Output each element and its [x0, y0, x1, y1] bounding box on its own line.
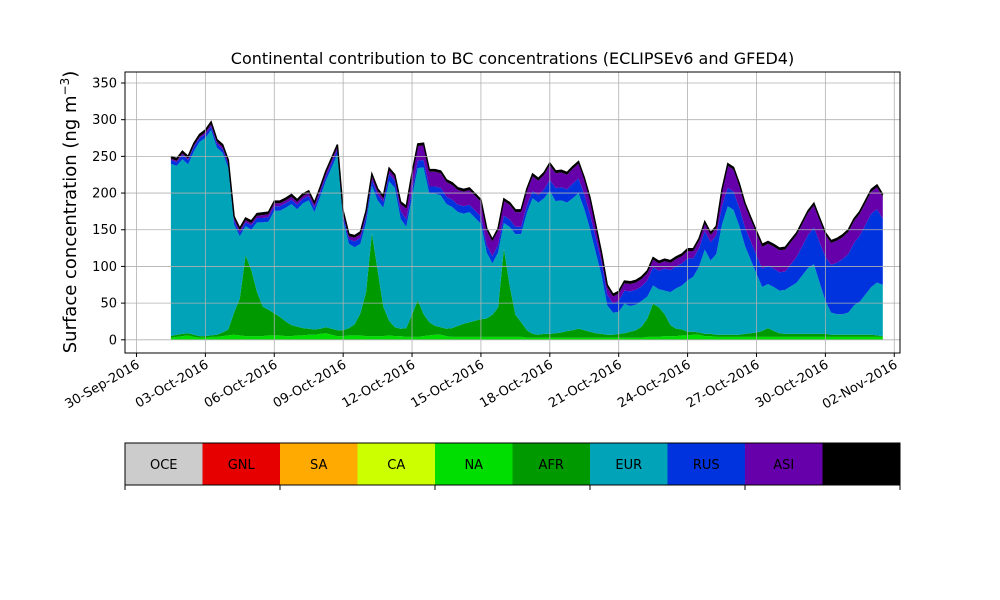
y-tick-label: 50: [100, 297, 117, 312]
x-tick-label: 09-Oct-2016: [271, 357, 349, 411]
y-tick-label: 300: [92, 113, 117, 128]
x-tick-label: 24-Oct-2016: [615, 357, 693, 411]
stacked-areas: [170, 120, 884, 340]
legend-swatch-rus: [667, 443, 745, 485]
legend-label: RUS: [693, 458, 720, 473]
legend-label: GNL: [228, 458, 256, 473]
legend-swatch-oce: [125, 443, 203, 485]
y-axis-label-main: Surface concentration (ng m: [60, 95, 81, 353]
legend-label: NA: [464, 458, 483, 473]
plot-frame: [124, 71, 901, 354]
y-tick-label: 150: [92, 223, 117, 238]
area-afr: [170, 233, 883, 338]
y-axis: 0 50 100 150 200 250 300 350: [92, 77, 125, 348]
y-tick-label: 200: [92, 187, 117, 202]
x-tick-label: 30-Oct-2016: [753, 357, 831, 411]
total-outline: [170, 120, 884, 296]
area-rus: [170, 126, 883, 315]
legend-label: OCE: [150, 458, 178, 473]
x-axis: 30-Sep-201603-Oct-201606-Oct-201609-Oct-…: [63, 353, 900, 412]
legend-swatch-aus: [822, 443, 900, 485]
legend-label: ASI: [773, 458, 794, 473]
grid-lines: [125, 72, 900, 353]
y-axis-label-close: ): [60, 71, 81, 78]
x-tick-label: 15-Oct-2016: [409, 357, 487, 411]
x-tick-label: 03-Oct-2016: [133, 357, 211, 411]
y-tick-label: 100: [92, 260, 117, 275]
legend-swatch-afr: [512, 443, 590, 485]
legend-label: AUS: [848, 458, 875, 473]
x-tick-label: 21-Oct-2016: [546, 357, 624, 411]
chart-title: Continental contribution to BC concentra…: [231, 49, 794, 68]
x-tick-label: 30-Sep-2016: [63, 357, 143, 412]
legend-label: SA: [310, 458, 327, 473]
y-tick-label: 0: [109, 333, 117, 348]
area-na: [170, 333, 883, 340]
y-axis-label: Surface concentration (ng m−3): [58, 71, 81, 354]
x-tick-label: 02-Nov-2016: [820, 357, 900, 412]
y-axis-label-exponent: −3: [58, 78, 72, 96]
y-tick-label: 350: [92, 77, 117, 92]
x-tick-label: 27-Oct-2016: [684, 357, 762, 411]
legend-swatch-ca: [357, 443, 435, 485]
legend-label: EUR: [615, 458, 642, 473]
legend-swatch-gnl: [202, 443, 280, 485]
x-tick-label: 12-Oct-2016: [340, 357, 418, 411]
x-tick-label: 06-Oct-2016: [202, 357, 280, 411]
legend-label: CA: [387, 458, 405, 473]
legend-swatch-sa: [280, 443, 358, 485]
legend-swatch-asi: [745, 443, 823, 485]
colorbar-legend: OCE GNL SA CA NA AFR EUR RUS ASI AUS: [124, 442, 901, 490]
area-eur: [170, 130, 883, 337]
legend-frame: [124, 442, 901, 486]
y-tick-label: 250: [92, 150, 117, 165]
x-tick-label: 18-Oct-2016: [477, 357, 555, 411]
legend-label: AFR: [539, 458, 564, 473]
legend-swatch-eur: [590, 443, 668, 485]
legend-swatch-na: [435, 443, 513, 485]
